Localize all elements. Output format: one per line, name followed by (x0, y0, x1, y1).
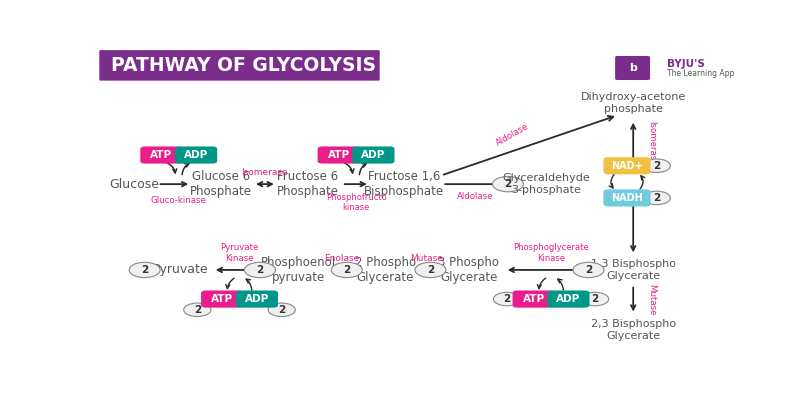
Text: 2: 2 (585, 265, 592, 275)
Text: Phosphoglycerate
Kinase: Phosphoglycerate Kinase (514, 244, 589, 263)
Text: Dihydroxy-acetone
phosphate: Dihydroxy-acetone phosphate (581, 92, 686, 114)
Text: Pyruvate: Pyruvate (153, 263, 209, 277)
Text: NAD+: NAD+ (611, 161, 643, 171)
FancyBboxPatch shape (547, 291, 590, 308)
FancyBboxPatch shape (318, 146, 360, 164)
Circle shape (331, 262, 362, 278)
Text: Phosphofructo
kinase: Phosphofructo kinase (326, 193, 386, 212)
Text: BYJU'S: BYJU'S (667, 59, 705, 69)
FancyBboxPatch shape (603, 189, 650, 207)
FancyBboxPatch shape (100, 51, 379, 80)
Circle shape (573, 262, 604, 278)
Text: ADP: ADP (362, 150, 386, 160)
Circle shape (415, 262, 446, 278)
Circle shape (643, 159, 670, 172)
Circle shape (493, 176, 523, 192)
Text: 2: 2 (504, 179, 511, 189)
Circle shape (129, 262, 160, 278)
Text: Pyruvate
Kinase: Pyruvate Kinase (220, 244, 258, 263)
Text: 2: 2 (278, 305, 286, 315)
Text: ADP: ADP (556, 294, 581, 304)
Text: ATP: ATP (522, 294, 545, 304)
Text: Glucose: Glucose (109, 178, 159, 191)
Text: Enolase: Enolase (324, 254, 359, 263)
Text: Aldolase: Aldolase (457, 192, 494, 201)
Text: Isomerase: Isomerase (647, 121, 656, 166)
Text: ATP: ATP (150, 150, 173, 160)
Circle shape (494, 292, 521, 306)
Text: PATHWAY OF GLYCOLYSIS: PATHWAY OF GLYCOLYSIS (111, 56, 376, 75)
Circle shape (184, 303, 211, 316)
Text: Fructose 6
Phosphate: Fructose 6 Phosphate (277, 170, 338, 198)
Text: Gluco-kinase: Gluco-kinase (151, 195, 206, 205)
Text: 2: 2 (591, 294, 598, 304)
Text: 2: 2 (653, 161, 660, 171)
Text: 2: 2 (141, 265, 148, 275)
Text: The Learning App: The Learning App (667, 69, 734, 78)
FancyBboxPatch shape (236, 291, 278, 308)
Text: 2: 2 (256, 265, 263, 275)
Text: 2: 2 (194, 305, 201, 315)
FancyBboxPatch shape (352, 146, 394, 164)
Text: ADP: ADP (245, 294, 269, 304)
Text: NADH: NADH (611, 193, 643, 203)
Circle shape (268, 303, 295, 316)
Text: Mutase: Mutase (410, 254, 443, 263)
Text: Fructose 1,6
Bisphosphate: Fructose 1,6 Bisphosphate (364, 170, 444, 198)
Text: ATP: ATP (328, 150, 350, 160)
Text: ADP: ADP (184, 150, 208, 160)
Circle shape (643, 191, 670, 205)
Text: 2: 2 (503, 294, 510, 304)
Text: 2: 2 (653, 193, 660, 203)
Text: Glucose 6
Phosphate: Glucose 6 Phosphate (190, 170, 252, 198)
FancyBboxPatch shape (603, 157, 650, 174)
Text: b: b (629, 63, 637, 73)
Text: 2: 2 (343, 265, 350, 275)
Text: Aldolase: Aldolase (494, 121, 530, 147)
FancyBboxPatch shape (513, 291, 554, 308)
Circle shape (582, 292, 609, 306)
Text: Mutase: Mutase (647, 284, 656, 316)
Text: Glyceraldehyde
3-phosphate: Glyceraldehyde 3-phosphate (502, 174, 590, 195)
FancyBboxPatch shape (175, 146, 217, 164)
Text: 1,3 Bisphospho
Glycerate: 1,3 Bisphospho Glycerate (590, 259, 676, 281)
FancyBboxPatch shape (201, 291, 243, 308)
Text: 2,3 Bisphospho
Glycerate: 2,3 Bisphospho Glycerate (590, 319, 676, 341)
Text: Phosphoenol
pyruvate: Phosphoenol pyruvate (261, 256, 336, 284)
FancyBboxPatch shape (616, 57, 650, 79)
Text: 3 Phospho
Glycerate: 3 Phospho Glycerate (438, 256, 499, 284)
Text: ATP: ATP (211, 294, 234, 304)
FancyBboxPatch shape (140, 146, 182, 164)
Text: 2: 2 (427, 265, 434, 275)
Text: Isomerase: Isomerase (241, 168, 288, 177)
Text: 2 Phospho
Glycerate: 2 Phospho Glycerate (354, 256, 416, 284)
Circle shape (245, 262, 275, 278)
